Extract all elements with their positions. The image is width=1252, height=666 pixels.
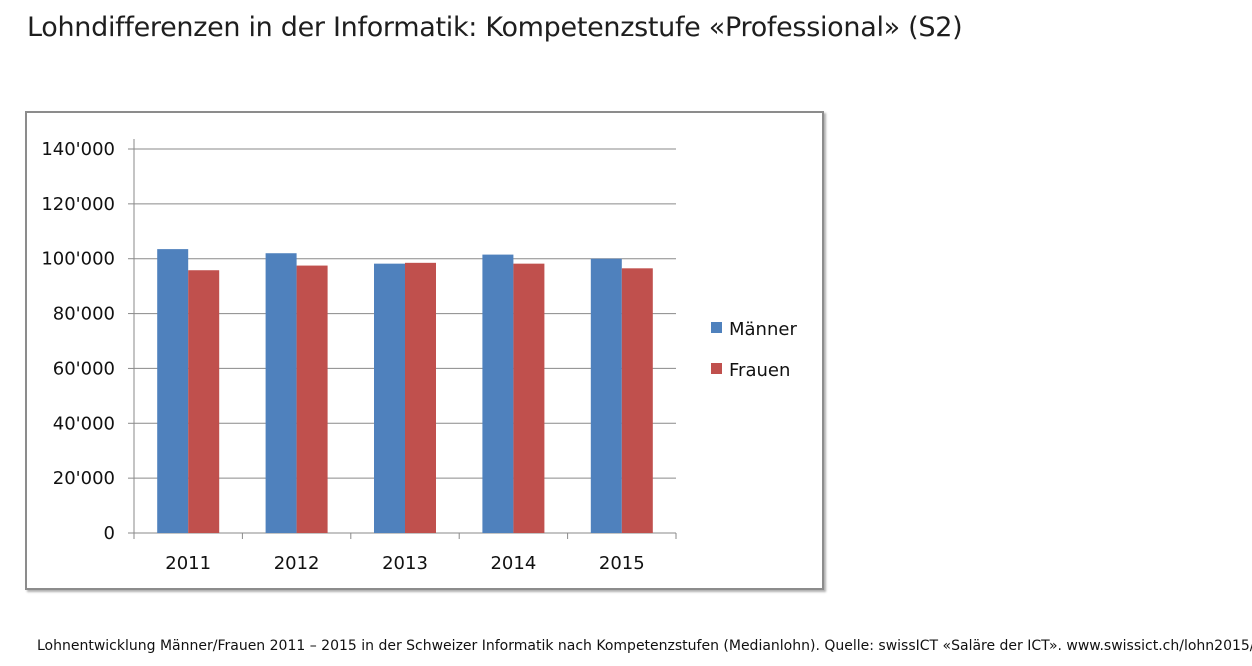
y-tick-label: 140'000 <box>41 139 115 160</box>
x-tick-label: 2011 <box>165 553 211 574</box>
bar-frauen-2011 <box>188 270 220 533</box>
y-tick-label: 20'000 <box>53 468 115 489</box>
bar-frauen-2013 <box>405 262 436 533</box>
y-tick-label: 80'000 <box>53 304 115 325</box>
legend-swatch <box>711 363 722 374</box>
x-tick-label: 2014 <box>490 553 536 574</box>
bar-mnner-2014 <box>482 254 514 533</box>
page-title: Lohndifferenzen in der Informatik: Kompe… <box>27 12 963 43</box>
bar-frauen-2014 <box>513 263 545 533</box>
bar-mnner-2012 <box>265 253 297 533</box>
x-tick-label: 2012 <box>274 553 320 574</box>
legend-label: Männer <box>729 319 797 340</box>
x-tick-label: 2013 <box>382 553 428 574</box>
y-tick-label: 120'000 <box>41 194 115 215</box>
bar-mnner-2013 <box>374 263 405 533</box>
bar-chart: 0 20'000 40'000 60'000 80'000 100'000 120'000 1… <box>41 139 797 574</box>
bar-mnner-2011 <box>157 249 189 533</box>
legend-label: Frauen <box>729 360 790 381</box>
y-tick-label: 0 <box>104 523 115 544</box>
bar-mnner-2015 <box>590 258 622 533</box>
y-tick-label: 100'000 <box>41 249 115 270</box>
source-caption: Lohnentwicklung Männer/Frauen 2011 – 201… <box>37 638 1252 654</box>
bar-frauen-2012 <box>296 265 328 533</box>
y-tick-label: 60'000 <box>53 358 115 379</box>
legend-swatch <box>711 322 722 333</box>
bar-frauen-2015 <box>621 268 653 533</box>
y-tick-label: 40'000 <box>53 413 115 434</box>
x-tick-label: 2015 <box>599 553 645 574</box>
